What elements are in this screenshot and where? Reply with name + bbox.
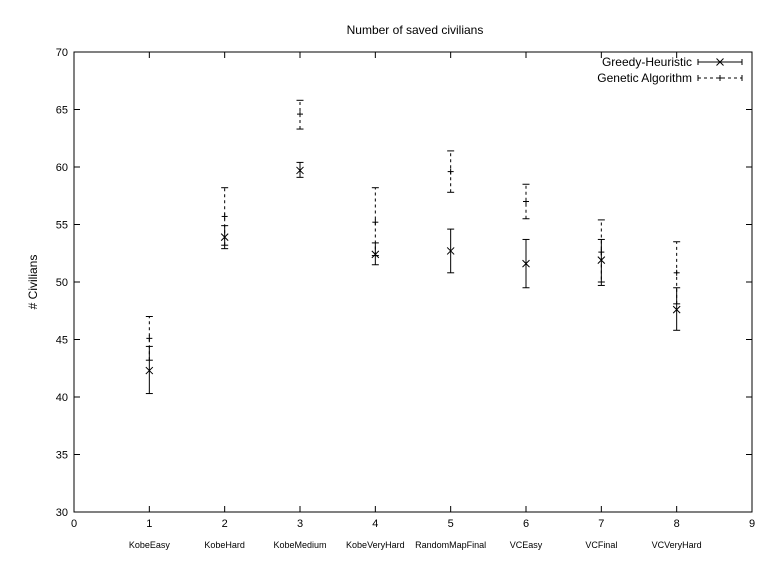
chart-title: Number of saved civilians: [347, 23, 484, 37]
y-tick-label: 40: [56, 392, 68, 404]
x-tick-label: 6: [523, 518, 529, 530]
category-label: VCFinal: [585, 540, 617, 550]
data-marks: [145, 99, 681, 395]
data-point: [522, 183, 530, 220]
legend-label-genetic-algorithm: Genetic Algorithm: [597, 71, 692, 85]
y-tick-label: 35: [56, 450, 68, 462]
x-tick-label: 0: [71, 518, 77, 530]
y-tick-label: 45: [56, 335, 68, 347]
category-label: KobeVeryHard: [346, 540, 405, 550]
marker-x: [522, 259, 530, 268]
x-tick-label: 3: [297, 518, 303, 530]
data-point: [673, 241, 681, 305]
category-label: KobeMedium: [273, 540, 326, 550]
x-tick-label: 7: [598, 518, 604, 530]
y-tick-label: 50: [56, 277, 68, 289]
y-tick-label: 55: [56, 220, 68, 232]
data-point: [446, 228, 455, 274]
data-point: [145, 316, 153, 361]
category-label: KobeHard: [204, 540, 245, 550]
y-tick-label: 30: [56, 507, 68, 519]
data-point: [145, 345, 154, 395]
x-tick-label: 5: [448, 518, 454, 530]
data-point: [522, 238, 530, 289]
x-tick-label: 4: [372, 518, 378, 530]
marker-x: [145, 366, 154, 375]
category-label: RandomMapFinal: [415, 540, 486, 550]
legend-label-greedy-heuristic: Greedy-Heuristic: [602, 55, 692, 69]
legend: Greedy-Heuristic Genetic Algorithm: [597, 55, 743, 85]
marker-x: [672, 305, 681, 314]
x-tick-label: 1: [146, 518, 152, 530]
marker-x: [446, 247, 455, 255]
data-point: [296, 161, 304, 178]
y-tick-label: 70: [56, 47, 68, 59]
category-label: VCVeryHard: [652, 540, 702, 550]
data-point: [221, 187, 229, 246]
x-tick-label: 8: [674, 518, 680, 530]
category-label: VCEasy: [510, 540, 543, 550]
y-axis-label: # Civilians: [26, 255, 40, 310]
data-point: [447, 150, 455, 193]
data-point: [672, 287, 681, 331]
marker-x: [296, 166, 304, 175]
plot-frame: [73, 51, 753, 513]
x-tick-label: 2: [222, 518, 228, 530]
x-tick-label: 9: [749, 518, 755, 530]
marker-x: [716, 58, 724, 66]
data-point: [597, 219, 605, 286]
y-tick-label: 65: [56, 105, 68, 117]
y-tick-label: 60: [56, 162, 68, 174]
data-point: [371, 187, 379, 257]
data-point: [296, 99, 304, 130]
category-label: KobeEasy: [129, 540, 171, 550]
